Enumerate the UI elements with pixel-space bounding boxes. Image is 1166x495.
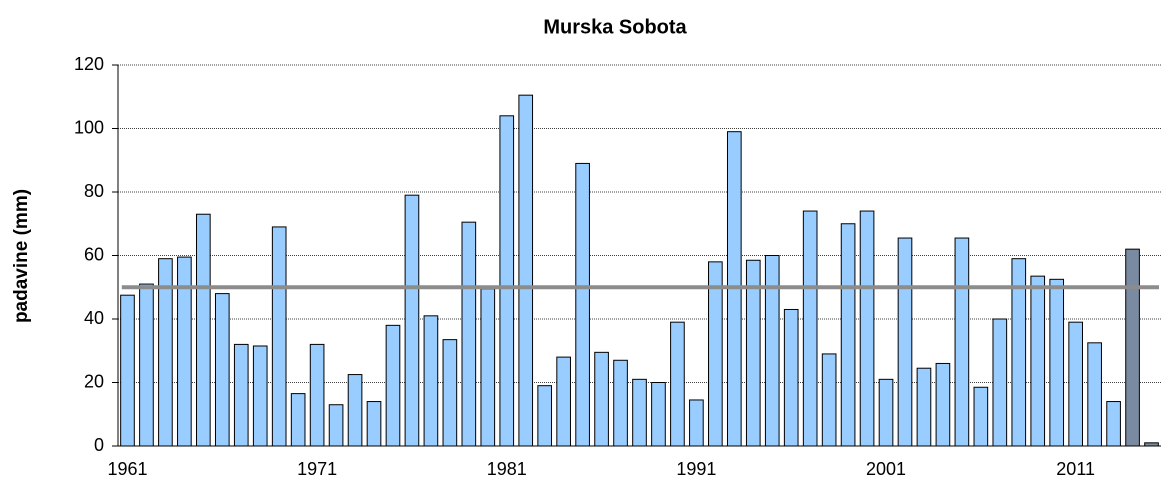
bar <box>613 359 628 447</box>
bar <box>120 294 135 447</box>
x-tick-label: 1981 <box>487 459 527 479</box>
bar <box>840 223 856 447</box>
chart-title: Murska Sobota <box>543 16 687 38</box>
bar <box>214 293 230 447</box>
bar <box>556 356 571 447</box>
bar <box>271 226 287 447</box>
bar <box>992 318 1008 447</box>
bar <box>859 210 875 447</box>
bar <box>651 382 666 447</box>
bar <box>689 399 704 447</box>
bar <box>670 321 685 447</box>
x-tick-label: 2011 <box>1056 459 1095 479</box>
bar <box>328 404 344 447</box>
bar <box>783 308 799 447</box>
bar <box>802 210 818 447</box>
x-tick-label: 2001 <box>866 459 906 479</box>
bar <box>480 288 496 447</box>
bar <box>594 351 609 447</box>
x-tick-label: 1961 <box>107 459 147 479</box>
bar <box>708 261 723 447</box>
bar <box>537 385 553 447</box>
bar <box>252 345 268 447</box>
bar <box>764 255 780 447</box>
bar <box>442 339 458 447</box>
bar <box>1049 278 1065 447</box>
bar <box>632 378 647 447</box>
bar <box>290 393 306 447</box>
x-tick-label: 1991 <box>676 459 716 479</box>
bar <box>954 237 970 447</box>
y-tick-label: 120 <box>74 54 104 74</box>
y-tick-label: 80 <box>84 181 104 201</box>
bar <box>878 378 894 447</box>
bar <box>196 213 211 447</box>
bar <box>404 194 420 447</box>
y-tick-label: 40 <box>84 308 104 328</box>
bar <box>233 343 249 447</box>
bar <box>347 374 363 447</box>
bar <box>821 353 837 447</box>
bar <box>139 283 154 447</box>
bar <box>366 401 382 447</box>
x-tick-label: 1971 <box>297 459 337 479</box>
bar <box>916 367 932 447</box>
bar <box>575 162 590 447</box>
bar <box>1087 342 1102 447</box>
bar <box>935 362 951 447</box>
bar <box>309 343 325 447</box>
bar <box>499 115 515 447</box>
y-tick-label: 0 <box>94 435 104 455</box>
y-tick-label: 100 <box>74 117 104 137</box>
bar <box>1106 401 1121 447</box>
y-tick-label: 60 <box>84 244 104 264</box>
bar <box>897 237 913 447</box>
bar <box>1030 275 1046 447</box>
y-tick-label: 20 <box>84 371 104 391</box>
bar <box>461 221 477 447</box>
bar <box>518 94 534 447</box>
bar <box>1068 321 1083 447</box>
y-axis-label: padavine (mm) <box>11 189 32 323</box>
bar <box>423 315 439 447</box>
bar <box>385 324 401 447</box>
bar <box>973 386 989 447</box>
bar <box>1125 248 1140 447</box>
